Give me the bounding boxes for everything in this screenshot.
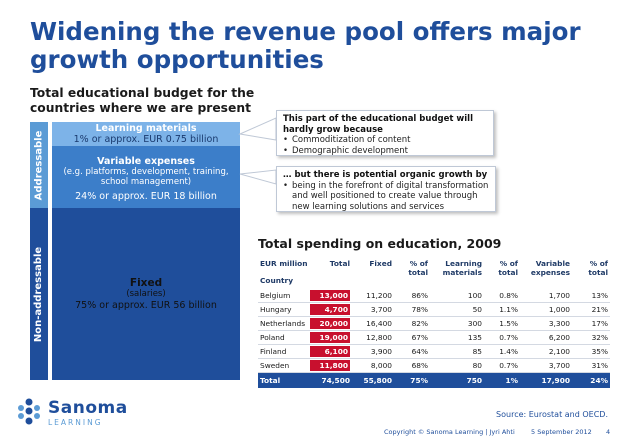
table-row: Finland 6,100 3,900 64% 85 1.4% 2,100 35… [258, 345, 610, 359]
callout-heading: This part of the educational budget will… [283, 114, 473, 135]
spending-table: EUR million Total Fixed % of total Learn… [258, 258, 610, 388]
col-header: Learning materials [442, 259, 482, 277]
callout-bullet: being in the forefront of digital transf… [283, 181, 489, 213]
table-subheader: Country [258, 275, 610, 289]
variable-expenses-sub: (e.g. platforms, development, training, … [63, 167, 229, 187]
sanoma-logo-icon [18, 398, 40, 425]
learning-materials-value: 1% or approx. EUR 0.75 billion [73, 134, 219, 145]
table-row: Netherlands 20,000 16,400 82% 300 1.5% 3… [258, 317, 610, 331]
fixed-heading: Fixed [129, 277, 163, 289]
fixed-value: 75% or approx. EUR 56 billion [75, 300, 217, 311]
callout-hardly-grow: This part of the educational budget will… [276, 110, 494, 156]
subtitle: Total educational budget for the countri… [30, 86, 255, 115]
col-header: Variable expenses [530, 259, 570, 277]
col-header: % of total [408, 259, 428, 277]
table-title: Total spending on education, 2009 [258, 236, 502, 251]
table-row: Sweden 11,800 8,000 68% 80 0.7% 3,700 31… [258, 359, 610, 373]
learning-materials-heading: Learning materials [95, 123, 197, 134]
callout-organic-growth: … but there is potential organic growth … [276, 166, 496, 212]
table-row: Belgium 13,000 11,200 86% 100 0.8% 1,700… [258, 289, 610, 303]
col-header: % of total [588, 259, 608, 277]
non-addressable-label: Non-addressable [30, 208, 48, 380]
country-header: Country [260, 276, 294, 285]
learning-materials-segment: Learning materials 1% or approx. EUR 0.7… [52, 122, 240, 146]
table-row: Poland 19,000 12,800 67% 135 0.7% 6,200 … [258, 331, 610, 345]
callout-bullet: Demographic development [283, 146, 487, 157]
col-header: Fixed [369, 259, 392, 268]
col-header: EUR million [260, 259, 308, 268]
footer-date: 5 September 2012 [531, 428, 592, 436]
page-title: Widening the revenue pool offers major g… [30, 17, 581, 74]
col-header: % of total [498, 259, 518, 277]
variable-expenses-segment: Variable expenses (e.g. platforms, devel… [52, 146, 240, 208]
logo-name: Sanoma [48, 398, 128, 418]
callout-heading: … but there is potential organic growth … [283, 170, 488, 180]
footer-copyright: Copyright © Sanoma Learning | Jyri Ahti [384, 428, 515, 436]
fixed-sub: (salaries) [126, 289, 166, 299]
sanoma-logo: Sanoma LEARNING [14, 396, 134, 430]
callout-pointers [238, 117, 277, 185]
logo-sub: LEARNING [48, 418, 103, 427]
callout-pointer-2 [239, 169, 277, 185]
fixed-segment: Fixed (salaries) 75% or approx. EUR 56 b… [52, 208, 240, 380]
addressable-label: Addressable [30, 122, 48, 208]
page-number: 4 [606, 428, 611, 436]
source-note: Source: Eurostat and OECD. [496, 410, 608, 419]
callout-bullet: Commoditization of content [283, 135, 487, 146]
callout-pointer-1 [238, 117, 277, 141]
variable-expenses-heading: Variable expenses [97, 156, 195, 167]
col-header: Total [329, 259, 350, 268]
table-total-row: Total 74,500 55,800 75% 750 1% 17,900 24… [258, 373, 610, 388]
table-header: EUR million Total Fixed % of total Learn… [258, 258, 610, 277]
variable-expenses-value: 24% or approx. EUR 18 billion [75, 191, 217, 202]
table-row: Hungary 4,700 3,700 78% 50 1.1% 1,000 21… [258, 303, 610, 317]
